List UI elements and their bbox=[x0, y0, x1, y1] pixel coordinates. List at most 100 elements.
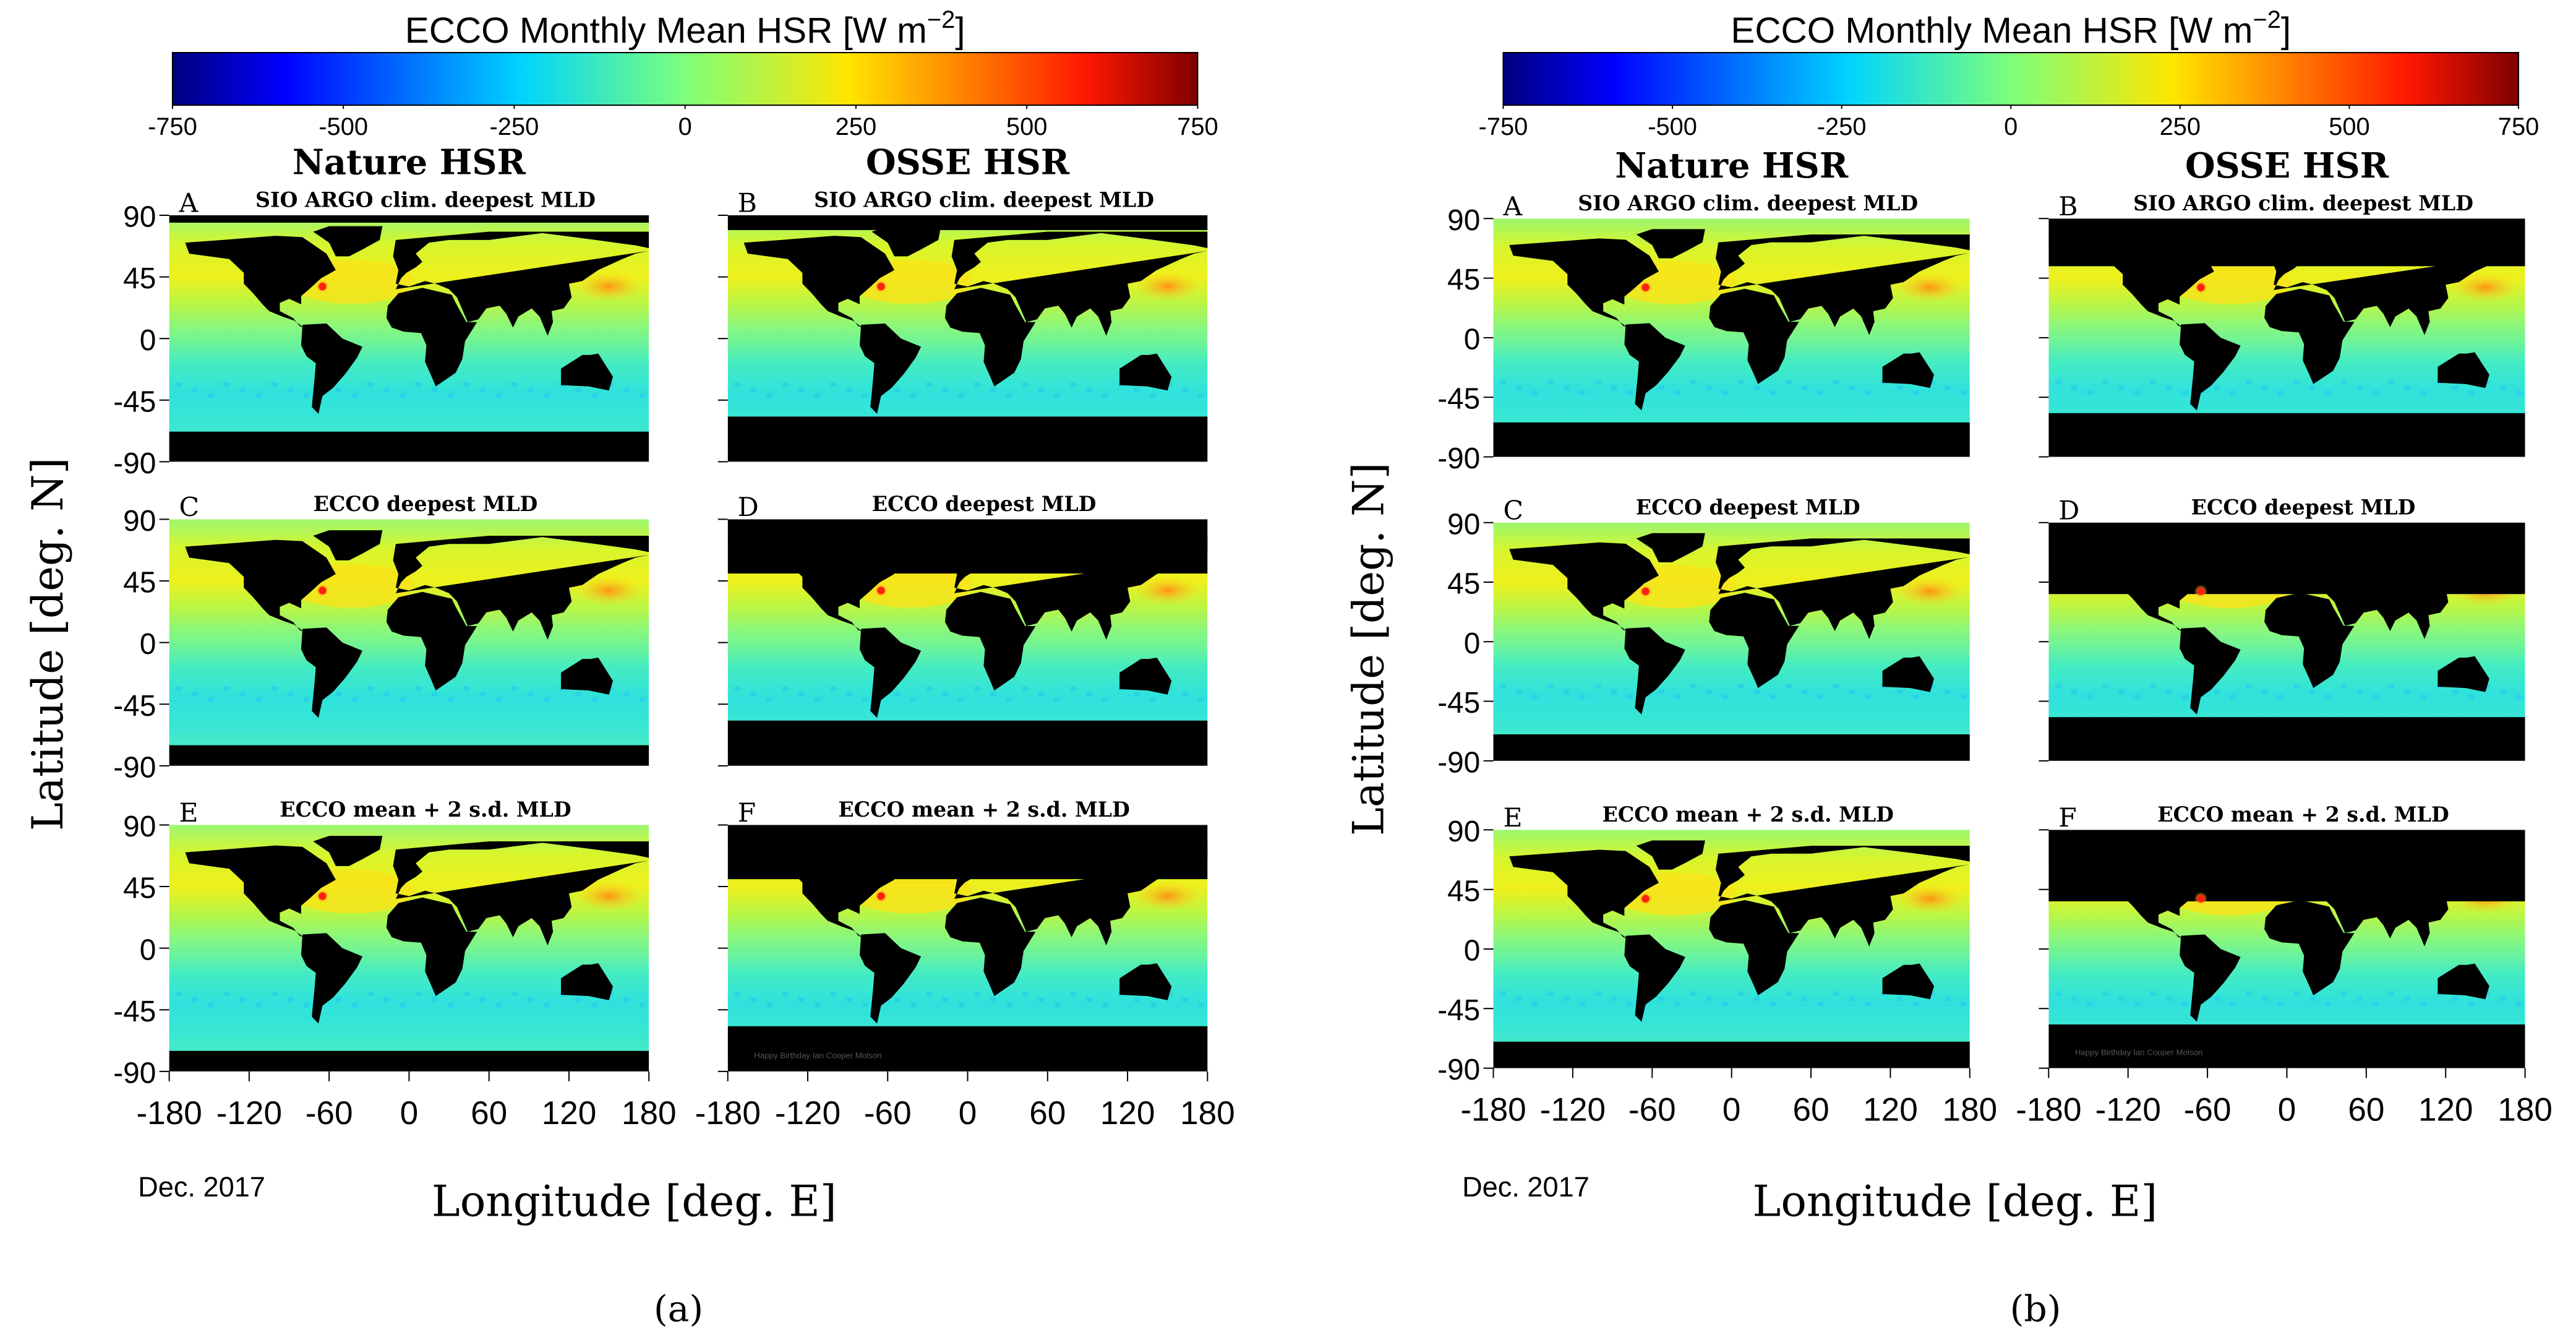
polar-mask-south bbox=[169, 431, 649, 462]
land-eurasia bbox=[2270, 234, 2525, 335]
speckle bbox=[1198, 1003, 1204, 1008]
speckle bbox=[990, 997, 996, 1002]
map-a: A SIO ARGO clim. deepest MLD 90 45 0 -45 -90 bbox=[1437, 191, 1970, 475]
speckle bbox=[2261, 689, 2268, 694]
speckle bbox=[447, 1003, 454, 1008]
speckle bbox=[1595, 380, 1601, 385]
speckle bbox=[1897, 385, 1903, 390]
speckle bbox=[176, 686, 182, 691]
y-tick-label: -45 bbox=[113, 995, 156, 1028]
watermark: Happy Birthday Ian Cooper Molson bbox=[2075, 1047, 2202, 1057]
colorbar-tick-label: -750 bbox=[1479, 113, 1528, 140]
speckle bbox=[2325, 694, 2331, 699]
colorbar-gradient bbox=[171, 52, 1199, 106]
polar-mask-south bbox=[169, 745, 649, 766]
polar-mask-south bbox=[2048, 717, 2525, 761]
speckle bbox=[910, 393, 917, 398]
speckle bbox=[1706, 385, 1713, 390]
speckle bbox=[432, 692, 438, 697]
speckle bbox=[862, 1003, 868, 1008]
speckle bbox=[2452, 385, 2458, 390]
speckle bbox=[2356, 385, 2363, 390]
land-australia bbox=[561, 353, 614, 391]
speckle bbox=[1912, 1002, 1919, 1007]
map-d: D ECCO deepest MLD bbox=[717, 492, 1208, 767]
speckle bbox=[2150, 380, 2157, 385]
x-tick-label: -120 bbox=[775, 1095, 841, 1132]
colorbar-tick-label: -500 bbox=[319, 113, 368, 140]
speckle bbox=[1150, 697, 1157, 702]
land-africa bbox=[2264, 288, 2355, 384]
land-southAmerica bbox=[1624, 323, 1685, 411]
map-plot-area bbox=[169, 215, 649, 462]
speckle bbox=[239, 692, 246, 697]
speckle bbox=[272, 686, 278, 691]
speckle bbox=[2246, 684, 2252, 689]
map-title: SIO ARGO clim. deepest MLD bbox=[1578, 191, 1918, 215]
speckle bbox=[1182, 997, 1188, 1002]
x-tick-label: -120 bbox=[1540, 1092, 1606, 1128]
hotspot-core bbox=[877, 892, 885, 900]
colorbar-tick-label: -750 bbox=[148, 113, 197, 140]
kuroshio-warm bbox=[575, 881, 643, 911]
kuroshio-warm bbox=[1134, 575, 1202, 606]
speckle bbox=[239, 387, 246, 393]
speckle bbox=[591, 697, 597, 702]
speckle bbox=[2230, 694, 2236, 699]
speckle bbox=[1022, 382, 1029, 387]
speckle bbox=[591, 1003, 597, 1008]
x-tick-label: 60 bbox=[1029, 1095, 1066, 1132]
land-africa bbox=[944, 591, 1036, 691]
colorbar-tick-label: -500 bbox=[1648, 113, 1697, 140]
speckle bbox=[208, 1003, 214, 1008]
speckle bbox=[1102, 1003, 1108, 1008]
speckle bbox=[223, 686, 230, 691]
panel-caption: (a) bbox=[654, 1288, 703, 1330]
speckle bbox=[2118, 997, 2125, 1001]
speckle bbox=[894, 387, 901, 393]
speckle bbox=[862, 697, 868, 702]
speckle bbox=[2261, 385, 2268, 390]
colorbar-title-sup: −2 bbox=[927, 6, 955, 33]
x-tick-label: -180 bbox=[2016, 1092, 2081, 1128]
land-eurasia bbox=[393, 231, 649, 336]
speckle bbox=[255, 1003, 262, 1008]
speckle bbox=[894, 997, 901, 1002]
y-tick-label: -45 bbox=[1437, 994, 1480, 1027]
speckle bbox=[1054, 1003, 1060, 1008]
y-tick-label: 90 bbox=[123, 201, 156, 234]
speckle bbox=[367, 992, 374, 997]
speckle bbox=[1754, 689, 1760, 694]
kuroshio-warm bbox=[1896, 884, 1964, 913]
speckle bbox=[798, 692, 805, 697]
map-c: C ECCO deepest MLD 90 45 0 -45 -90 bbox=[113, 492, 649, 784]
land-northAmerica bbox=[1509, 542, 1659, 632]
speckle bbox=[2500, 689, 2506, 694]
map-c: C ECCO deepest MLD 90 45 0 -45 -90 bbox=[1437, 495, 1970, 779]
colorbar: ECCO Monthly Mean HSR [W m−2] -750 -500 -25… bbox=[1479, 6, 2540, 140]
speckle bbox=[367, 382, 374, 387]
speckle bbox=[2389, 380, 2395, 385]
speckle bbox=[1134, 997, 1140, 1002]
speckle bbox=[2055, 684, 2061, 689]
speckle bbox=[1547, 684, 1554, 689]
speckle bbox=[1563, 997, 1570, 1001]
speckle bbox=[1722, 390, 1728, 395]
speckle bbox=[1038, 387, 1045, 393]
speckle bbox=[272, 382, 278, 387]
speckle bbox=[2356, 997, 2363, 1001]
speckle bbox=[2420, 1002, 2426, 1007]
map-title: ECCO mean + 2 s.d. MLD bbox=[2157, 802, 2449, 827]
speckle bbox=[1086, 997, 1092, 1002]
x-tick-label: 120 bbox=[542, 1095, 597, 1132]
speckle bbox=[1769, 390, 1776, 395]
speckle bbox=[2468, 390, 2474, 395]
speckle bbox=[1038, 692, 1045, 697]
colorbar-tick-label: -250 bbox=[490, 113, 539, 140]
land-southAmerica bbox=[301, 627, 362, 718]
colorbar-title-main: ECCO Monthly Mean HSR [W m bbox=[1731, 11, 2253, 51]
panel-a: ECCO Monthly Mean HSR [W m−2] -750 -500 -25… bbox=[24, 6, 1235, 1329]
speckle bbox=[1006, 1003, 1012, 1008]
speckle bbox=[1531, 390, 1538, 395]
y-tick-label: 0 bbox=[1464, 323, 1481, 356]
